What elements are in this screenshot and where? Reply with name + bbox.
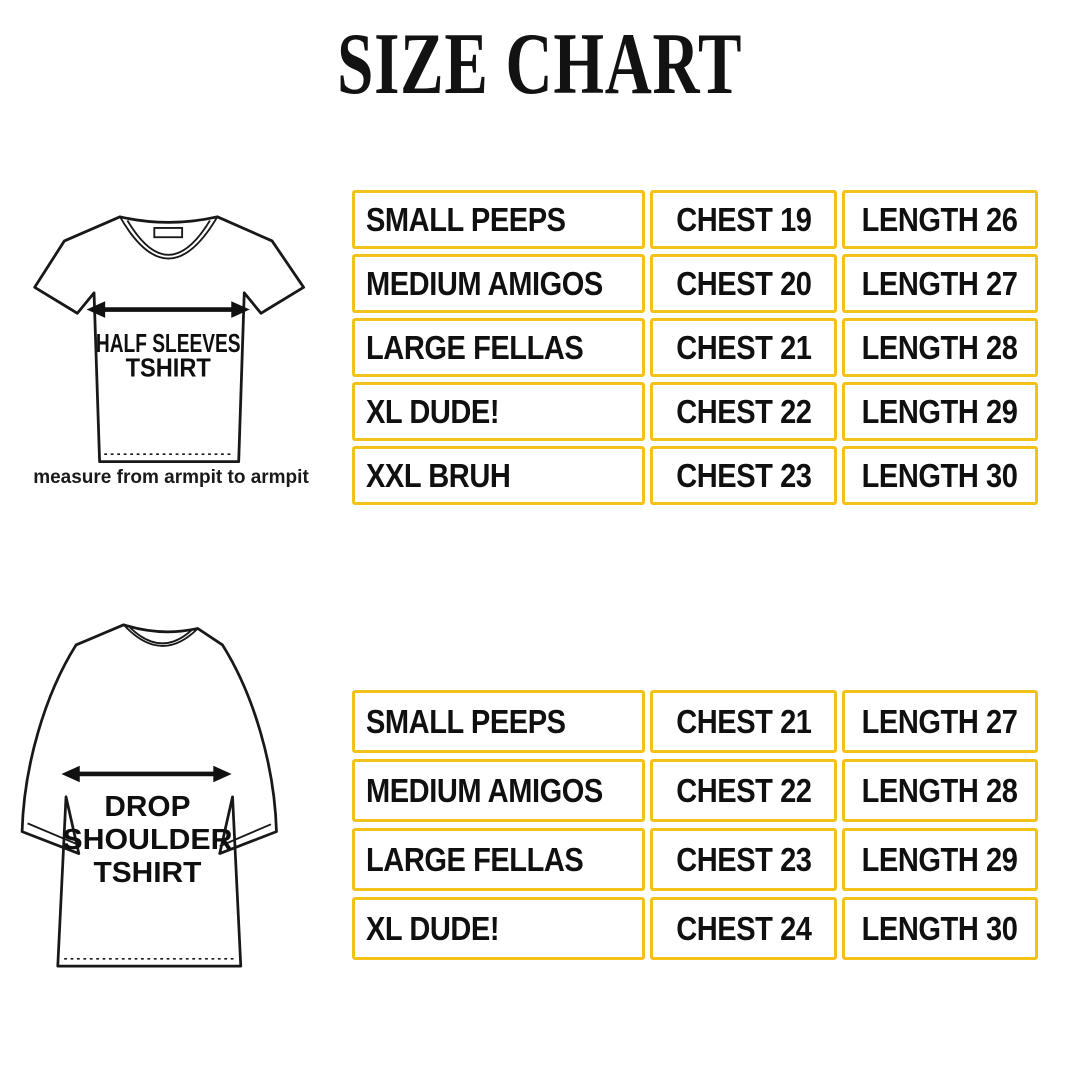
chest-cell: CHEST 20: [650, 254, 837, 313]
half-sleeves-tshirt-illustration: HALF SLEEVES TSHIRT: [18, 206, 324, 478]
chest-cell: CHEST 21: [650, 318, 837, 377]
page-title: SIZE CHART: [0, 14, 1080, 115]
length-cell: LENGTH 27: [842, 254, 1038, 313]
drop-shoulder-tshirt-illustration: DROP SHOULDER TSHIRT: [12, 612, 314, 978]
table-row: XXL BRUH CHEST 23 LENGTH 30: [352, 446, 1038, 505]
table-row: SMALL PEEPS CHEST 19 LENGTH 26: [352, 190, 1038, 249]
length-cell: LENGTH 27: [842, 690, 1038, 753]
size-value: MEDIUM AMIGOS: [366, 771, 603, 809]
length-value: LENGTH 30: [862, 909, 1018, 947]
length-cell: LENGTH 29: [842, 382, 1038, 441]
size-value: LARGE FELLAS: [366, 840, 584, 878]
table-row: MEDIUM AMIGOS CHEST 20 LENGTH 27: [352, 254, 1038, 313]
chest-value: CHEST 23: [675, 456, 812, 494]
left-cuff-seam: [40, 290, 75, 312]
table-row: XL DUDE! CHEST 22 LENGTH 29: [352, 382, 1038, 441]
chest-value: CHEST 22: [675, 392, 812, 430]
chest-cell: CHEST 23: [650, 446, 837, 505]
chest-width-arrow: [61, 765, 232, 783]
size-cell: SMALL PEEPS: [352, 690, 645, 753]
size-value: XXL BRUH: [366, 456, 511, 494]
size-cell: XL DUDE!: [352, 897, 645, 960]
size-cell: XL DUDE!: [352, 382, 645, 441]
tshirt-collar-outer: [119, 216, 219, 260]
right-cuff-seam: [219, 823, 272, 848]
chest-cell: CHEST 24: [650, 897, 837, 960]
table-row: SMALL PEEPS CHEST 21 LENGTH 27: [352, 690, 1038, 753]
table-row: LARGE FELLAS CHEST 21 LENGTH 28: [352, 318, 1038, 377]
drop-shoulder-tshirt-drawing: DROP SHOULDER TSHIRT: [20, 623, 278, 968]
length-cell: LENGTH 30: [842, 897, 1038, 960]
half-sleeves-tshirt-drawing: HALF SLEEVES TSHIRT: [33, 215, 305, 464]
size-value: XL DUDE!: [366, 909, 500, 947]
size-cell: SMALL PEEPS: [352, 190, 645, 249]
length-cell: LENGTH 28: [842, 759, 1038, 822]
chest-value: CHEST 21: [675, 328, 812, 366]
tshirt-collar-inner: [129, 626, 192, 645]
length-cell: LENGTH 28: [842, 318, 1038, 377]
length-value: LENGTH 28: [862, 771, 1018, 809]
length-value: LENGTH 26: [862, 200, 1018, 238]
size-cell: LARGE FELLAS: [352, 318, 645, 377]
tshirt-collar-inner: [126, 220, 211, 256]
length-cell: LENGTH 29: [842, 828, 1038, 891]
length-value: LENGTH 29: [862, 840, 1018, 878]
chest-width-arrow: [86, 301, 250, 318]
measure-caption: measure from armpit to armpit: [33, 467, 309, 488]
tshirt-body-outline: [20, 623, 278, 968]
half-sleeves-label-line2: TSHIRT: [126, 352, 211, 382]
right-cuff-seam: [264, 290, 298, 312]
size-value: SMALL PEEPS: [366, 200, 566, 238]
chest-value: CHEST 20: [675, 264, 812, 302]
size-cell: MEDIUM AMIGOS: [352, 254, 645, 313]
chest-cell: CHEST 23: [650, 828, 837, 891]
half-sleeves-label-line1: HALF SLEEVES: [96, 328, 241, 358]
left-cuff-seam: [27, 822, 81, 847]
chest-value: CHEST 22: [675, 771, 812, 809]
tshirt-collar-outer: [122, 624, 199, 647]
neck-label-tag: [153, 227, 184, 239]
drop-shoulder-label-line2: SHOULDER: [62, 824, 232, 856]
length-value: LENGTH 29: [862, 392, 1018, 430]
length-cell: LENGTH 30: [842, 446, 1038, 505]
drop-shoulder-size-table: SMALL PEEPS CHEST 21 LENGTH 27 MEDIUM AM…: [352, 690, 1038, 966]
size-value: LARGE FELLAS: [366, 328, 584, 366]
chest-value: CHEST 19: [675, 200, 812, 238]
size-cell: MEDIUM AMIGOS: [352, 759, 645, 822]
size-value: MEDIUM AMIGOS: [366, 264, 603, 302]
chest-cell: CHEST 22: [650, 759, 837, 822]
size-cell: LARGE FELLAS: [352, 828, 645, 891]
table-row: MEDIUM AMIGOS CHEST 22 LENGTH 28: [352, 759, 1038, 822]
length-value: LENGTH 27: [862, 264, 1018, 302]
chest-cell: CHEST 21: [650, 690, 837, 753]
table-row: LARGE FELLAS CHEST 23 LENGTH 29: [352, 828, 1038, 891]
chest-cell: CHEST 19: [650, 190, 837, 249]
drop-shoulder-label-line3: TSHIRT: [93, 857, 202, 889]
length-value: LENGTH 28: [862, 328, 1018, 366]
length-cell: LENGTH 26: [842, 190, 1038, 249]
page-title-text: SIZE CHART: [337, 16, 743, 113]
table-row: XL DUDE! CHEST 24 LENGTH 30: [352, 897, 1038, 960]
drop-shoulder-label-line1: DROP: [104, 791, 190, 823]
length-value: LENGTH 30: [862, 456, 1018, 494]
size-cell: XXL BRUH: [352, 446, 645, 505]
length-value: LENGTH 27: [862, 702, 1018, 740]
chest-value: CHEST 24: [675, 909, 812, 947]
size-value: SMALL PEEPS: [366, 702, 566, 740]
size-value: XL DUDE!: [366, 392, 500, 430]
chest-value: CHEST 23: [675, 840, 812, 878]
chest-value: CHEST 21: [675, 702, 812, 740]
half-sleeves-size-table: SMALL PEEPS CHEST 19 LENGTH 26 MEDIUM AM…: [352, 190, 1038, 510]
chest-cell: CHEST 22: [650, 382, 837, 441]
